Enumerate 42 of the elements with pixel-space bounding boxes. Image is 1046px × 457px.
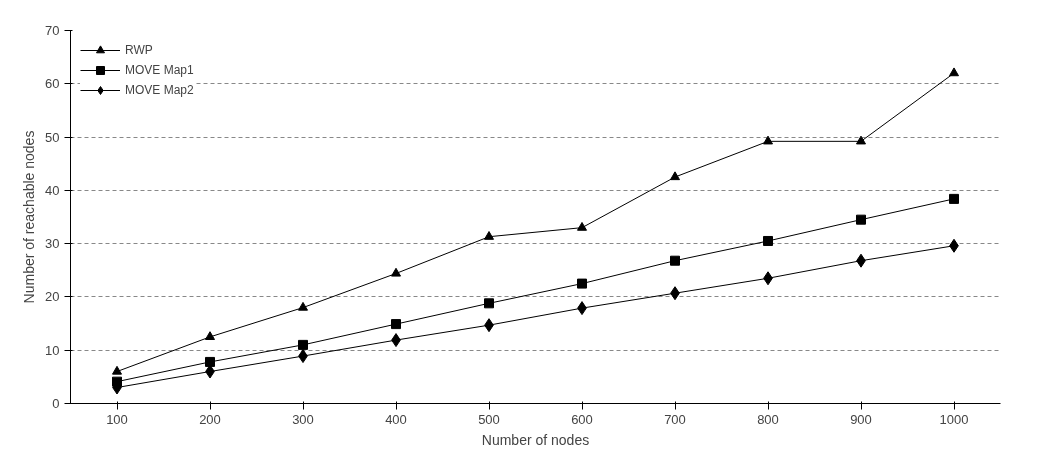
x-tick-label: 300	[292, 411, 314, 427]
x-tick-label: 500	[478, 411, 500, 427]
x-tick-label: 100	[106, 411, 128, 427]
y-axis-title: Number of reachable nodes	[21, 130, 38, 304]
point	[391, 267, 401, 277]
point	[670, 255, 680, 266]
point	[949, 67, 959, 77]
x-axis-title: Number of nodes	[481, 431, 590, 448]
point	[205, 356, 215, 367]
point	[391, 319, 401, 330]
x-tick-label: 1000	[939, 411, 969, 427]
x-tick-label: 200	[199, 411, 221, 427]
y-tick-label: 30	[45, 236, 60, 252]
legend-label: MOVE Map2	[125, 83, 194, 97]
point	[298, 339, 308, 350]
legend-label: MOVE Map1	[125, 63, 194, 77]
point	[484, 231, 494, 240]
point	[670, 171, 680, 181]
x-tick-label: 600	[571, 411, 593, 427]
point	[577, 278, 587, 289]
y-tick-label: 40	[45, 182, 60, 198]
point	[856, 135, 866, 145]
y-tick-label: 50	[45, 129, 60, 145]
point	[205, 331, 215, 340]
point	[577, 221, 587, 231]
y-tick-label: 0	[52, 396, 60, 411]
point	[484, 298, 494, 309]
point	[763, 135, 773, 145]
y-tick-label: 70	[45, 23, 60, 38]
point	[298, 301, 308, 311]
point	[763, 235, 773, 246]
legend-label: RWP	[125, 43, 153, 57]
point	[112, 365, 122, 375]
x-tick-label: 400	[385, 411, 407, 427]
y-tick-label: 20	[45, 289, 60, 305]
x-tick-label: 900	[850, 411, 872, 427]
y-tick-label: 60	[45, 76, 60, 92]
point	[856, 214, 866, 225]
point	[949, 193, 959, 204]
x-tick-label: 700	[664, 411, 686, 427]
x-tick-label: 800	[757, 411, 779, 427]
y-tick-label: 10	[45, 342, 60, 358]
